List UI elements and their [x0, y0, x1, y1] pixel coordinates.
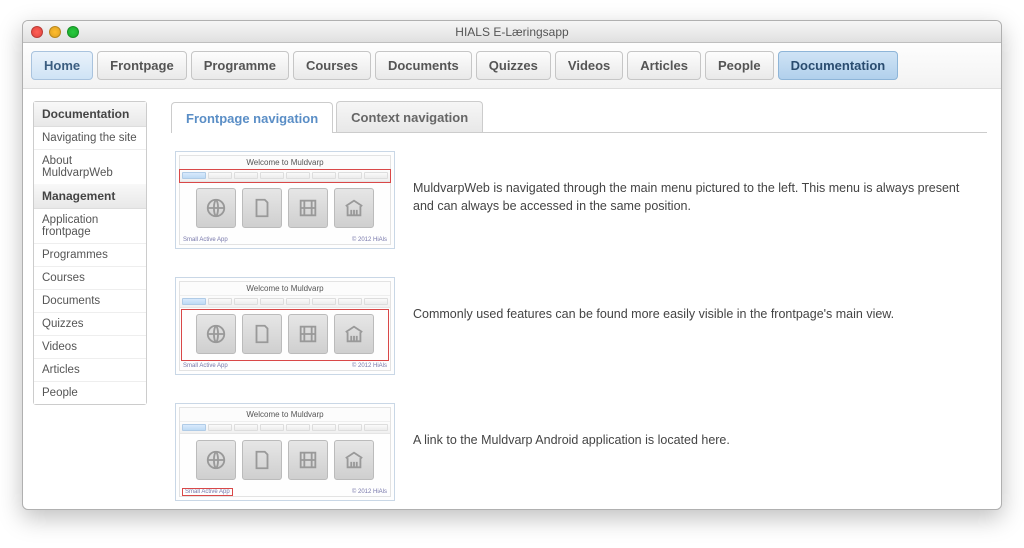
document-icon — [242, 314, 282, 354]
main-nav: Home Frontpage Programme Courses Documen… — [23, 43, 1001, 89]
window-controls — [31, 26, 79, 38]
film-icon — [288, 188, 328, 228]
section-description: MuldvarpWeb is navigated through the mai… — [413, 151, 983, 215]
sidebar: Documentation Navigating the site About … — [23, 89, 153, 509]
nav-quizzes[interactable]: Quizzes — [476, 51, 551, 80]
nav-people[interactable]: People — [705, 51, 774, 80]
minimize-icon[interactable] — [49, 26, 61, 38]
main-panel: Frontpage navigation Context navigation … — [153, 89, 1001, 509]
sidebar-item-app-frontpage[interactable]: Application frontpage — [34, 209, 146, 243]
sidebar-item-articles[interactable]: Articles — [34, 358, 146, 381]
nav-courses[interactable]: Courses — [293, 51, 371, 80]
film-icon — [288, 440, 328, 480]
thumb-footer-left: Small Active App — [183, 363, 228, 369]
close-icon[interactable] — [31, 26, 43, 38]
maximize-icon[interactable] — [67, 26, 79, 38]
globe-icon — [196, 188, 236, 228]
document-icon — [242, 440, 282, 480]
screenshot-thumbnail: Welcome to Muldvarp Smal — [175, 151, 395, 249]
section-description: Commonly used features can be found more… — [413, 277, 983, 323]
screenshot-thumbnail: Welcome to Muldvarp Small Active App © 2 — [175, 403, 395, 501]
titlebar: HIALS E-Læringsapp — [23, 21, 1001, 43]
nav-documents[interactable]: Documents — [375, 51, 472, 80]
thumb-footer-right: © 2012 HiAls — [352, 489, 387, 495]
tab-frontpage-navigation[interactable]: Frontpage navigation — [171, 102, 333, 133]
doc-section-3: Welcome to Muldvarp Small Active App © 2 — [175, 403, 983, 501]
thumb-title: Welcome to Muldvarp — [180, 408, 390, 422]
nav-home[interactable]: Home — [31, 51, 93, 80]
screenshot-thumbnail: Welcome to Muldvarp Small Active App © 2 — [175, 277, 395, 375]
nav-articles[interactable]: Articles — [627, 51, 701, 80]
doc-sections: Welcome to Muldvarp Smal — [171, 133, 987, 501]
sidebar-item-documents[interactable]: Documents — [34, 289, 146, 312]
window-title: HIALS E-Læringsapp — [23, 25, 1001, 39]
thumb-footer-left-highlight: Small Active App — [183, 489, 232, 495]
thumb-title: Welcome to Muldvarp — [180, 156, 390, 170]
nav-documentation[interactable]: Documentation — [778, 51, 899, 80]
building-icon — [334, 188, 374, 228]
sidebar-item-quizzes[interactable]: Quizzes — [34, 312, 146, 335]
building-icon — [334, 440, 374, 480]
nav-programme[interactable]: Programme — [191, 51, 289, 80]
sidebar-group-documentation: Documentation Navigating the site About … — [33, 101, 147, 405]
building-icon — [334, 314, 374, 354]
content-area: Documentation Navigating the site About … — [23, 89, 1001, 509]
section-description: A link to the Muldvarp Android applicati… — [413, 403, 983, 449]
thumb-body-highlight — [180, 308, 390, 362]
doc-section-2: Welcome to Muldvarp Small Active App © 2 — [175, 277, 983, 375]
sidebar-item-navigating[interactable]: Navigating the site — [34, 127, 146, 149]
thumb-footer-right: © 2012 HiAls — [352, 237, 387, 243]
sidebar-item-videos[interactable]: Videos — [34, 335, 146, 358]
sidebar-header: Documentation — [34, 102, 146, 127]
tab-context-navigation[interactable]: Context navigation — [336, 101, 483, 132]
thumb-nav-highlight — [180, 170, 390, 182]
film-icon — [288, 314, 328, 354]
document-icon — [242, 188, 282, 228]
app-window: HIALS E-Læringsapp Home Frontpage Progra… — [22, 20, 1002, 510]
thumb-footer-left: Small Active App — [183, 237, 228, 243]
sidebar-item-programmes[interactable]: Programmes — [34, 243, 146, 266]
doc-section-1: Welcome to Muldvarp Smal — [175, 151, 983, 249]
content-tabs: Frontpage navigation Context navigation — [171, 101, 987, 133]
thumb-title: Welcome to Muldvarp — [180, 282, 390, 296]
globe-icon — [196, 440, 236, 480]
nav-videos[interactable]: Videos — [555, 51, 623, 80]
sidebar-header: Management — [34, 184, 146, 209]
sidebar-item-courses[interactable]: Courses — [34, 266, 146, 289]
sidebar-item-about[interactable]: About MuldvarpWeb — [34, 149, 146, 184]
nav-frontpage[interactable]: Frontpage — [97, 51, 187, 80]
sidebar-item-people[interactable]: People — [34, 381, 146, 404]
thumb-footer-right: © 2012 HiAls — [352, 363, 387, 369]
globe-icon — [196, 314, 236, 354]
